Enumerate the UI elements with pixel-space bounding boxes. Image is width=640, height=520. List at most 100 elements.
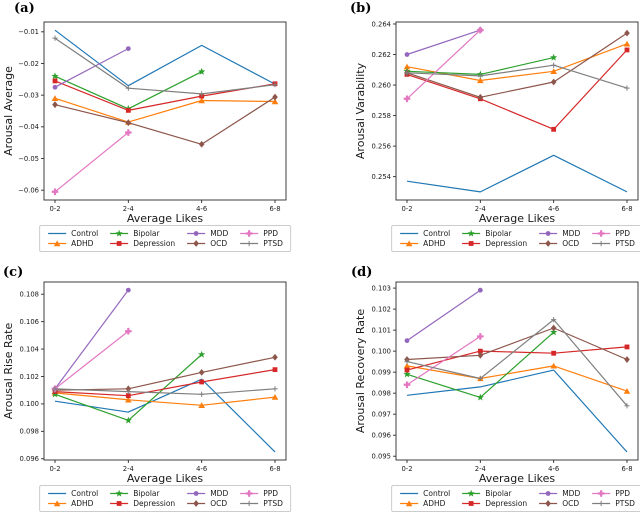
legend-label: Control: [423, 229, 451, 238]
legend-box: Control ADHD Bipolar Depression MDD OCD PPD PTS…: [391, 485, 640, 512]
legend-item-ppd: PPD: [239, 229, 283, 238]
legend-label: Depression: [133, 499, 176, 508]
svg-text:Average Likes: Average Likes: [127, 212, 204, 225]
legend-item-depression: Depression: [461, 499, 527, 508]
svg-text:4-6: 4-6: [196, 205, 207, 213]
legend-box: Control ADHD Bipolar Depression MDD OCD PPD PTS…: [39, 485, 291, 512]
svg-text:6-8: 6-8: [621, 205, 632, 213]
legend-swatch-thinplus-icon: [592, 240, 611, 247]
legend-label: Depression: [485, 499, 528, 508]
legend-label: Control: [423, 489, 451, 498]
legend-label: PPD: [263, 489, 279, 498]
legend-swatch-line-icon: [48, 232, 67, 235]
svg-text:6-8: 6-8: [269, 465, 280, 473]
legend-swatch-diamond-icon: [187, 500, 206, 507]
legend-label: Bipolar: [485, 229, 512, 238]
svg-text:Arousal Rise Rate: Arousal Rise Rate: [2, 323, 15, 420]
svg-text:−0.06: −0.06: [18, 186, 39, 194]
legend-item-ptsd: PTSD: [591, 499, 635, 508]
legend-swatch-triangle-icon: [48, 240, 67, 247]
chart-arousal-recovery-rate: 0.103 0.102 0.101 0.100 0.099 0.098 0.097 0.096…: [354, 281, 639, 485]
svg-text:Arousal Recovery Rate: Arousal Recovery Rate: [354, 309, 367, 433]
legend-label: Depression: [133, 239, 176, 248]
legend-item-ptsd: PTSD: [591, 239, 635, 248]
legend-item-bipolar: Bipolar: [109, 229, 175, 238]
legend-label: MDD: [210, 489, 229, 498]
legend-swatch-line-icon: [400, 232, 419, 235]
chart-arousal-average: −0.01 −0.02 −0.03 −0.04 −0.05 −0.06 0-2 2-4 4-6 6…: [2, 21, 287, 225]
legend-item-adhd: ADHD: [399, 239, 450, 248]
panel-arousal-recovery-rate: (d) 0.103 0.102 0.101 0.100 0.099 0.098 0.097 0…: [320, 260, 640, 520]
legend-swatch-thinplus-icon: [240, 500, 259, 507]
legend-item-depression: Depression: [109, 499, 175, 508]
legend-swatch-plus-icon: [240, 230, 259, 237]
legend-label: OCD: [210, 239, 228, 248]
svg-text:2-4: 2-4: [123, 465, 134, 473]
svg-text:−0.03: −0.03: [18, 91, 39, 99]
legend-label: OCD: [562, 239, 580, 248]
legend-item-ocd: OCD: [538, 499, 580, 508]
legend-swatch-plus-icon: [240, 490, 259, 497]
legend-label: Control: [71, 229, 99, 238]
legend-item-ppd: PPD: [591, 489, 635, 498]
legend-label: ADHD: [71, 239, 94, 248]
legend-swatch-square-icon: [462, 501, 481, 506]
legend-label: Depression: [485, 239, 528, 248]
panel-arousal-average: (a) −0.01 −0.02 −0.03 −0.04 −0.05 −0.06 0-2 2-4…: [0, 0, 320, 260]
legend-label: PTSD: [263, 239, 283, 248]
legend-label: MDD: [210, 229, 229, 238]
legend-item-adhd: ADHD: [47, 239, 98, 248]
svg-text:Average Likes: Average Likes: [479, 472, 556, 485]
legend-swatch-star-icon: [462, 489, 481, 497]
legend-swatch-star-icon: [110, 489, 129, 497]
legend-label: ADHD: [71, 499, 94, 508]
legend-item-control: Control: [47, 489, 98, 498]
legend-item-bipolar: Bipolar: [461, 489, 527, 498]
legend-swatch-thinplus-icon: [240, 240, 259, 247]
legend-label: Bipolar: [133, 489, 160, 498]
svg-text:Average Likes: Average Likes: [127, 472, 204, 485]
svg-text:0-2: 0-2: [49, 205, 60, 213]
legend-swatch-diamond-icon: [539, 240, 558, 247]
svg-text:0.254: 0.254: [372, 173, 391, 181]
svg-text:−0.02: −0.02: [18, 60, 39, 68]
svg-text:0.100: 0.100: [20, 400, 39, 408]
legend-item-ptsd: PTSD: [239, 239, 283, 248]
svg-text:0-2: 0-2: [49, 465, 60, 473]
svg-text:0.108: 0.108: [20, 291, 39, 299]
svg-text:6-8: 6-8: [621, 465, 632, 473]
legend-label: MDD: [562, 229, 581, 238]
legend-item-ptsd: PTSD: [239, 499, 283, 508]
legend-label: Bipolar: [133, 229, 160, 238]
svg-text:0.096: 0.096: [372, 432, 391, 440]
legend-label: ADHD: [423, 499, 446, 508]
svg-text:0-2: 0-2: [401, 205, 412, 213]
svg-text:0.260: 0.260: [372, 81, 391, 89]
legend-item-control: Control: [47, 229, 98, 238]
svg-text:0.095: 0.095: [372, 453, 391, 461]
svg-text:0.264: 0.264: [372, 20, 391, 28]
legend-swatch-circle-icon: [539, 231, 558, 236]
legend-item-mdd: MDD: [538, 229, 580, 238]
legend-label: OCD: [562, 499, 580, 508]
legend-item-adhd: ADHD: [399, 499, 450, 508]
chart-arousal-variability: 0.264 0.262 0.260 0.258 0.256 0.254 0-2 2-4 4-6 6…: [354, 20, 639, 225]
legend-item-depression: Depression: [461, 239, 527, 248]
panel-label-a: (a): [14, 1, 35, 16]
svg-text:−0.04: −0.04: [18, 123, 39, 131]
svg-text:0-2: 0-2: [401, 465, 412, 473]
svg-text:0.101: 0.101: [372, 326, 391, 334]
svg-text:0.100: 0.100: [372, 347, 391, 355]
legend-item-bipolar: Bipolar: [109, 489, 175, 498]
chart-arousal-rise-rate: 0.108 0.106 0.104 0.102 0.100 0.098 0.096 0-2 2-…: [2, 281, 287, 485]
svg-text:0.098: 0.098: [20, 428, 39, 436]
legend-swatch-square-icon: [462, 241, 481, 246]
legend-box: Control ADHD Bipolar Depression MDD OCD PPD PTS…: [391, 225, 640, 252]
svg-text:4-6: 4-6: [196, 465, 207, 473]
svg-text:0.106: 0.106: [20, 318, 39, 326]
legend-item-mdd: MDD: [186, 489, 228, 498]
legend-swatch-diamond-icon: [539, 500, 558, 507]
legend-label: MDD: [562, 489, 581, 498]
legend-item-mdd: MDD: [538, 489, 580, 498]
svg-text:Average Likes: Average Likes: [479, 212, 556, 225]
